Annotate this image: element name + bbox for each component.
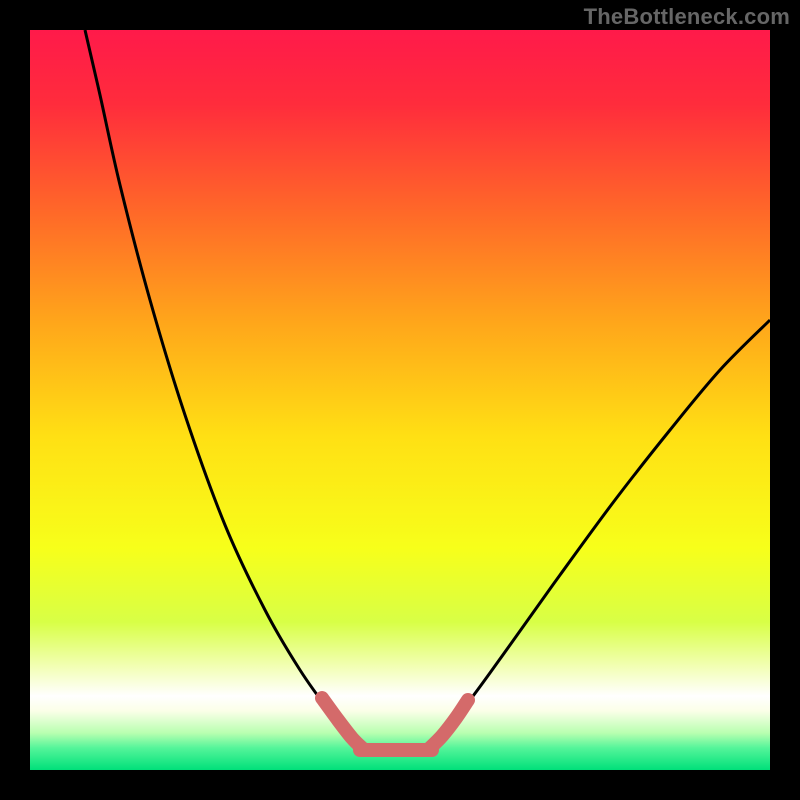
bottleneck-plot (0, 0, 800, 800)
plot-stage: TheBottleneck.com (0, 0, 800, 800)
watermark-text: TheBottleneck.com (584, 4, 790, 30)
plot-background (30, 30, 770, 770)
